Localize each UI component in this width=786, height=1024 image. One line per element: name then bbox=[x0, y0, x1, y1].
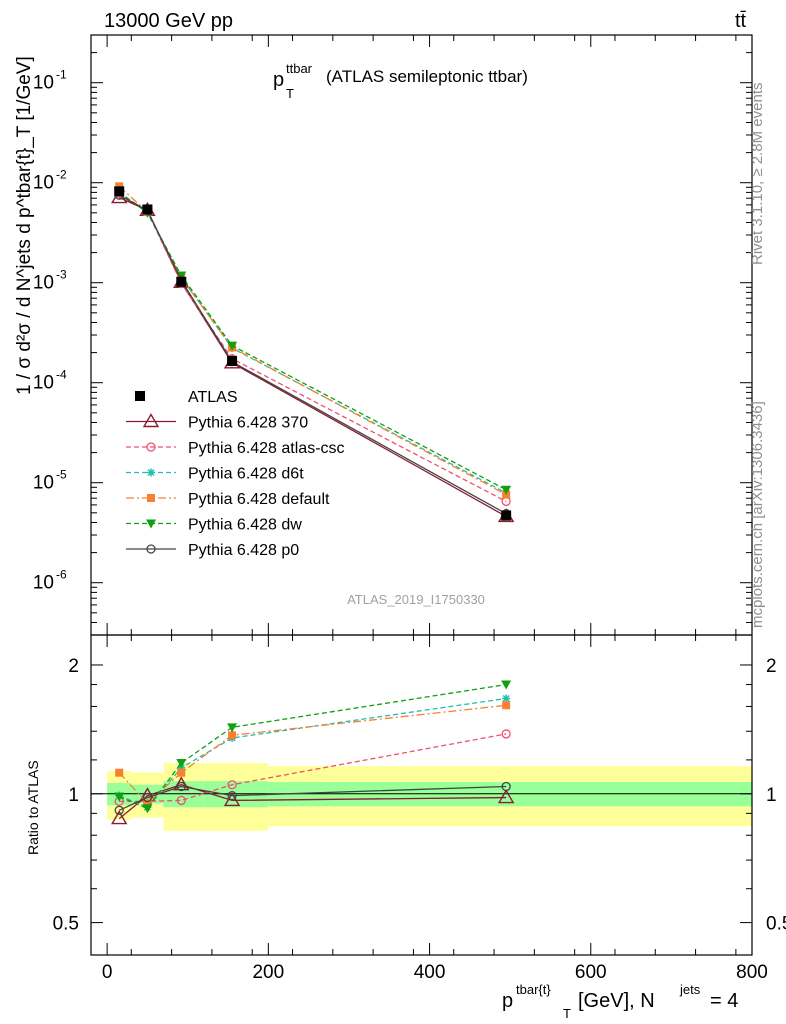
ratio-point-p0 bbox=[114, 805, 124, 815]
ratio-point-default bbox=[228, 731, 237, 740]
ratio-y-tick-label-right: 0.5 bbox=[766, 914, 786, 935]
x-label-unit: [GeV], N bbox=[578, 990, 655, 1012]
legend-label-p370: Pythia 6.428 370 bbox=[188, 415, 308, 432]
legend-label-atlascsc: Pythia 6.428 atlas-csc bbox=[188, 440, 345, 457]
y-tick-exponent: -6 bbox=[56, 568, 67, 582]
mcplots-label: mcplots.cern.ch [arXiv:1306.3436] bbox=[749, 401, 766, 628]
x-label-sup: tbar{t} bbox=[516, 982, 551, 997]
ratio-point-default bbox=[115, 768, 124, 777]
ratio-point-p370 bbox=[223, 792, 241, 807]
x-tick-label: 800 bbox=[736, 962, 768, 983]
ratio-point-atlascsc bbox=[227, 780, 237, 790]
main-point-dw bbox=[501, 485, 512, 495]
ratio-point-p370 bbox=[110, 810, 128, 825]
y-tick-label: 10 bbox=[33, 173, 54, 194]
ratio-point-d6t bbox=[502, 694, 511, 703]
ratio-panel: 0 200 400 600 800 0.5 0.5 1 1 2 2 bbox=[53, 634, 786, 983]
ratio-y-tick-label: 0.5 bbox=[53, 914, 79, 935]
legend-marker-dw bbox=[146, 519, 156, 529]
x-label-sub: T bbox=[563, 1006, 571, 1021]
ratio-point-dw bbox=[227, 723, 238, 733]
main-line-p370 bbox=[118, 196, 507, 518]
plot-title-sup: ttbar bbox=[286, 61, 313, 76]
x-label-p: p bbox=[502, 990, 513, 1012]
ratio-point-p0 bbox=[176, 781, 186, 792]
y-tick-exponent: -1 bbox=[56, 68, 67, 82]
plot-title: p ttbar T (ATLAS semileptonic ttbar) bbox=[273, 61, 528, 101]
y-tick-exponent: -3 bbox=[56, 268, 67, 282]
ratio-line-p0 bbox=[118, 785, 507, 811]
data-point bbox=[114, 186, 125, 197]
x-tick-label: 400 bbox=[414, 962, 446, 983]
legend-label-dw: Pythia 6.428 dw bbox=[188, 517, 302, 534]
y-tick-label: 10 bbox=[33, 473, 54, 494]
analysis-label: ATLAS_2019_I1750330 bbox=[347, 592, 485, 607]
ratio-point-default bbox=[143, 799, 152, 808]
ratio-point-dw bbox=[176, 759, 187, 769]
ratio-y-tick-label-right: 2 bbox=[766, 656, 777, 677]
ratio-y-tick-label: 1 bbox=[68, 785, 79, 806]
x-tick-label: 200 bbox=[252, 962, 284, 983]
ratio-panel-frame bbox=[90, 634, 753, 956]
y-tick-label: 10 bbox=[33, 573, 54, 594]
ratio-y-tick-label: 2 bbox=[68, 656, 79, 677]
ratio-point-p0 bbox=[501, 781, 511, 792]
ratio-point-dw bbox=[114, 792, 125, 802]
legend-label-data: ATLAS bbox=[188, 389, 238, 406]
legend-label-default: Pythia 6.428 default bbox=[188, 491, 330, 508]
legend-marker-d6t bbox=[147, 468, 155, 477]
y-axis-label-main: 1 / σ d²σ / d N^jets d p^tbar{t}_T [1/Ge… bbox=[14, 56, 35, 395]
plot-title-main: p bbox=[273, 69, 284, 91]
rivet-version-label: Rivet 3.1.10, ≥ 2.8M events bbox=[749, 83, 766, 266]
main-point-dw bbox=[227, 341, 238, 351]
legend: ATLAS Pythia 6.428 370 Pythia 6.428 atlas-… bbox=[126, 389, 345, 559]
x-label-sup2: jets bbox=[679, 982, 701, 997]
ratio-point-p370 bbox=[497, 789, 515, 804]
x-label-eq: = 4 bbox=[710, 990, 738, 1012]
legend-marker-p0 bbox=[146, 544, 156, 554]
legend-label-p0: Pythia 6.428 p0 bbox=[188, 542, 299, 559]
x-tick-label: 600 bbox=[575, 962, 607, 983]
main-panel: 10-610-510-410-310-210-1 bbox=[33, 34, 753, 636]
x-axis-label: p tbar{t} T [GeV], N jets = 4 bbox=[502, 982, 738, 1021]
ratio-y-tick-label-right: 1 bbox=[766, 785, 777, 806]
legend-label-d6t: Pythia 6.428 d6t bbox=[188, 466, 304, 483]
ratio-line-dw bbox=[118, 683, 507, 810]
y-tick-label: 10 bbox=[33, 273, 54, 294]
data-point bbox=[142, 204, 153, 215]
ratio-point-dw bbox=[501, 680, 512, 690]
y-axis-label-ratio: Ratio to ATLAS bbox=[25, 760, 41, 855]
y-tick-exponent: -2 bbox=[56, 168, 67, 182]
legend-marker-default bbox=[147, 494, 155, 502]
header-process: tt̄ bbox=[735, 10, 747, 32]
data-point bbox=[501, 510, 512, 521]
ratio-point-atlascsc bbox=[176, 795, 186, 806]
legend-marker-data bbox=[135, 391, 145, 401]
plot-title-sub: T bbox=[286, 86, 294, 101]
legend-marker-atlascsc bbox=[146, 442, 156, 452]
data-point bbox=[176, 276, 187, 287]
ratio-point-default bbox=[177, 768, 186, 777]
ratio-point-atlascsc bbox=[501, 729, 511, 739]
y-tick-label: 10 bbox=[33, 73, 54, 94]
ratio-point-p0 bbox=[142, 792, 153, 803]
header-energy: 13000 GeV pp bbox=[104, 10, 233, 32]
ratio-point-default bbox=[502, 701, 511, 710]
y-tick-exponent: -4 bbox=[56, 368, 67, 382]
legend-marker-p370 bbox=[142, 413, 160, 428]
ratio-point-dw bbox=[142, 804, 153, 814]
y-tick-exponent: -5 bbox=[56, 468, 67, 482]
data-point bbox=[227, 355, 238, 366]
x-tick-label: 0 bbox=[102, 962, 113, 983]
y-tick-label: 10 bbox=[33, 373, 54, 394]
main-line-p0 bbox=[118, 194, 507, 515]
plot-title-rest: (ATLAS semileptonic ttbar) bbox=[326, 67, 528, 86]
ratio-point-p0 bbox=[227, 791, 237, 801]
